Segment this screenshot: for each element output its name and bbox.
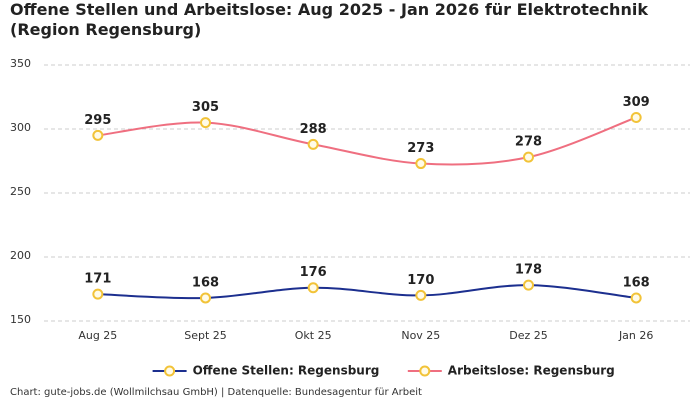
data-label: 295	[84, 113, 111, 128]
source-note: Chart: gute-jobs.de (Wollmilchsau GmbH) …	[10, 387, 422, 398]
data-point	[630, 292, 642, 304]
y-tick-label: 150	[10, 313, 31, 326]
data-point	[200, 292, 211, 304]
legend-marker	[164, 365, 176, 377]
legend-label: Offene Stellen: Regensburg	[193, 364, 380, 378]
data-label: 273	[407, 141, 434, 156]
data-label: 170	[407, 273, 434, 288]
series-line	[97, 284, 637, 300]
x-tick-label: Okt 25	[295, 329, 332, 342]
y-tick-label: 350	[10, 57, 31, 70]
data-label: 178	[515, 263, 542, 278]
data-point	[523, 279, 534, 291]
legend-item: Arbeitslose: Regensburg	[407, 364, 615, 378]
data-point	[523, 151, 534, 163]
data-point	[92, 129, 104, 141]
x-tick-label: Jan 26	[618, 329, 653, 342]
x-tick-label: Dez 25	[509, 329, 548, 342]
data-label: 309	[623, 95, 650, 110]
data-point	[307, 282, 319, 294]
y-tick-label: 300	[10, 121, 31, 134]
x-tick-label: Nov 25	[401, 329, 440, 342]
data-label: 278	[515, 135, 542, 150]
x-tick-label: Aug 25	[78, 329, 117, 342]
data-point	[415, 289, 427, 301]
data-label: 305	[192, 100, 219, 115]
data-label: 171	[84, 272, 111, 287]
data-label: 176	[300, 265, 327, 280]
legend-label: Arbeitslose: Regensburg	[448, 364, 615, 378]
x-tick-label: Sept 25	[184, 329, 227, 342]
legend-marker	[419, 365, 431, 377]
series-line	[97, 116, 637, 166]
legend-item: Offene Stellen: Regensburg	[152, 364, 380, 378]
data-point	[200, 117, 211, 129]
data-point	[415, 158, 427, 170]
data-point	[92, 288, 104, 300]
data-point	[630, 111, 642, 123]
data-label: 168	[192, 275, 219, 290]
y-tick-label: 250	[10, 185, 31, 198]
y-tick-label: 200	[10, 249, 31, 262]
data-label: 168	[623, 275, 650, 290]
chart-title: Offene Stellen und Arbeitslose: Aug 2025…	[10, 0, 648, 39]
data-label: 288	[300, 122, 327, 137]
data-point	[307, 138, 319, 150]
